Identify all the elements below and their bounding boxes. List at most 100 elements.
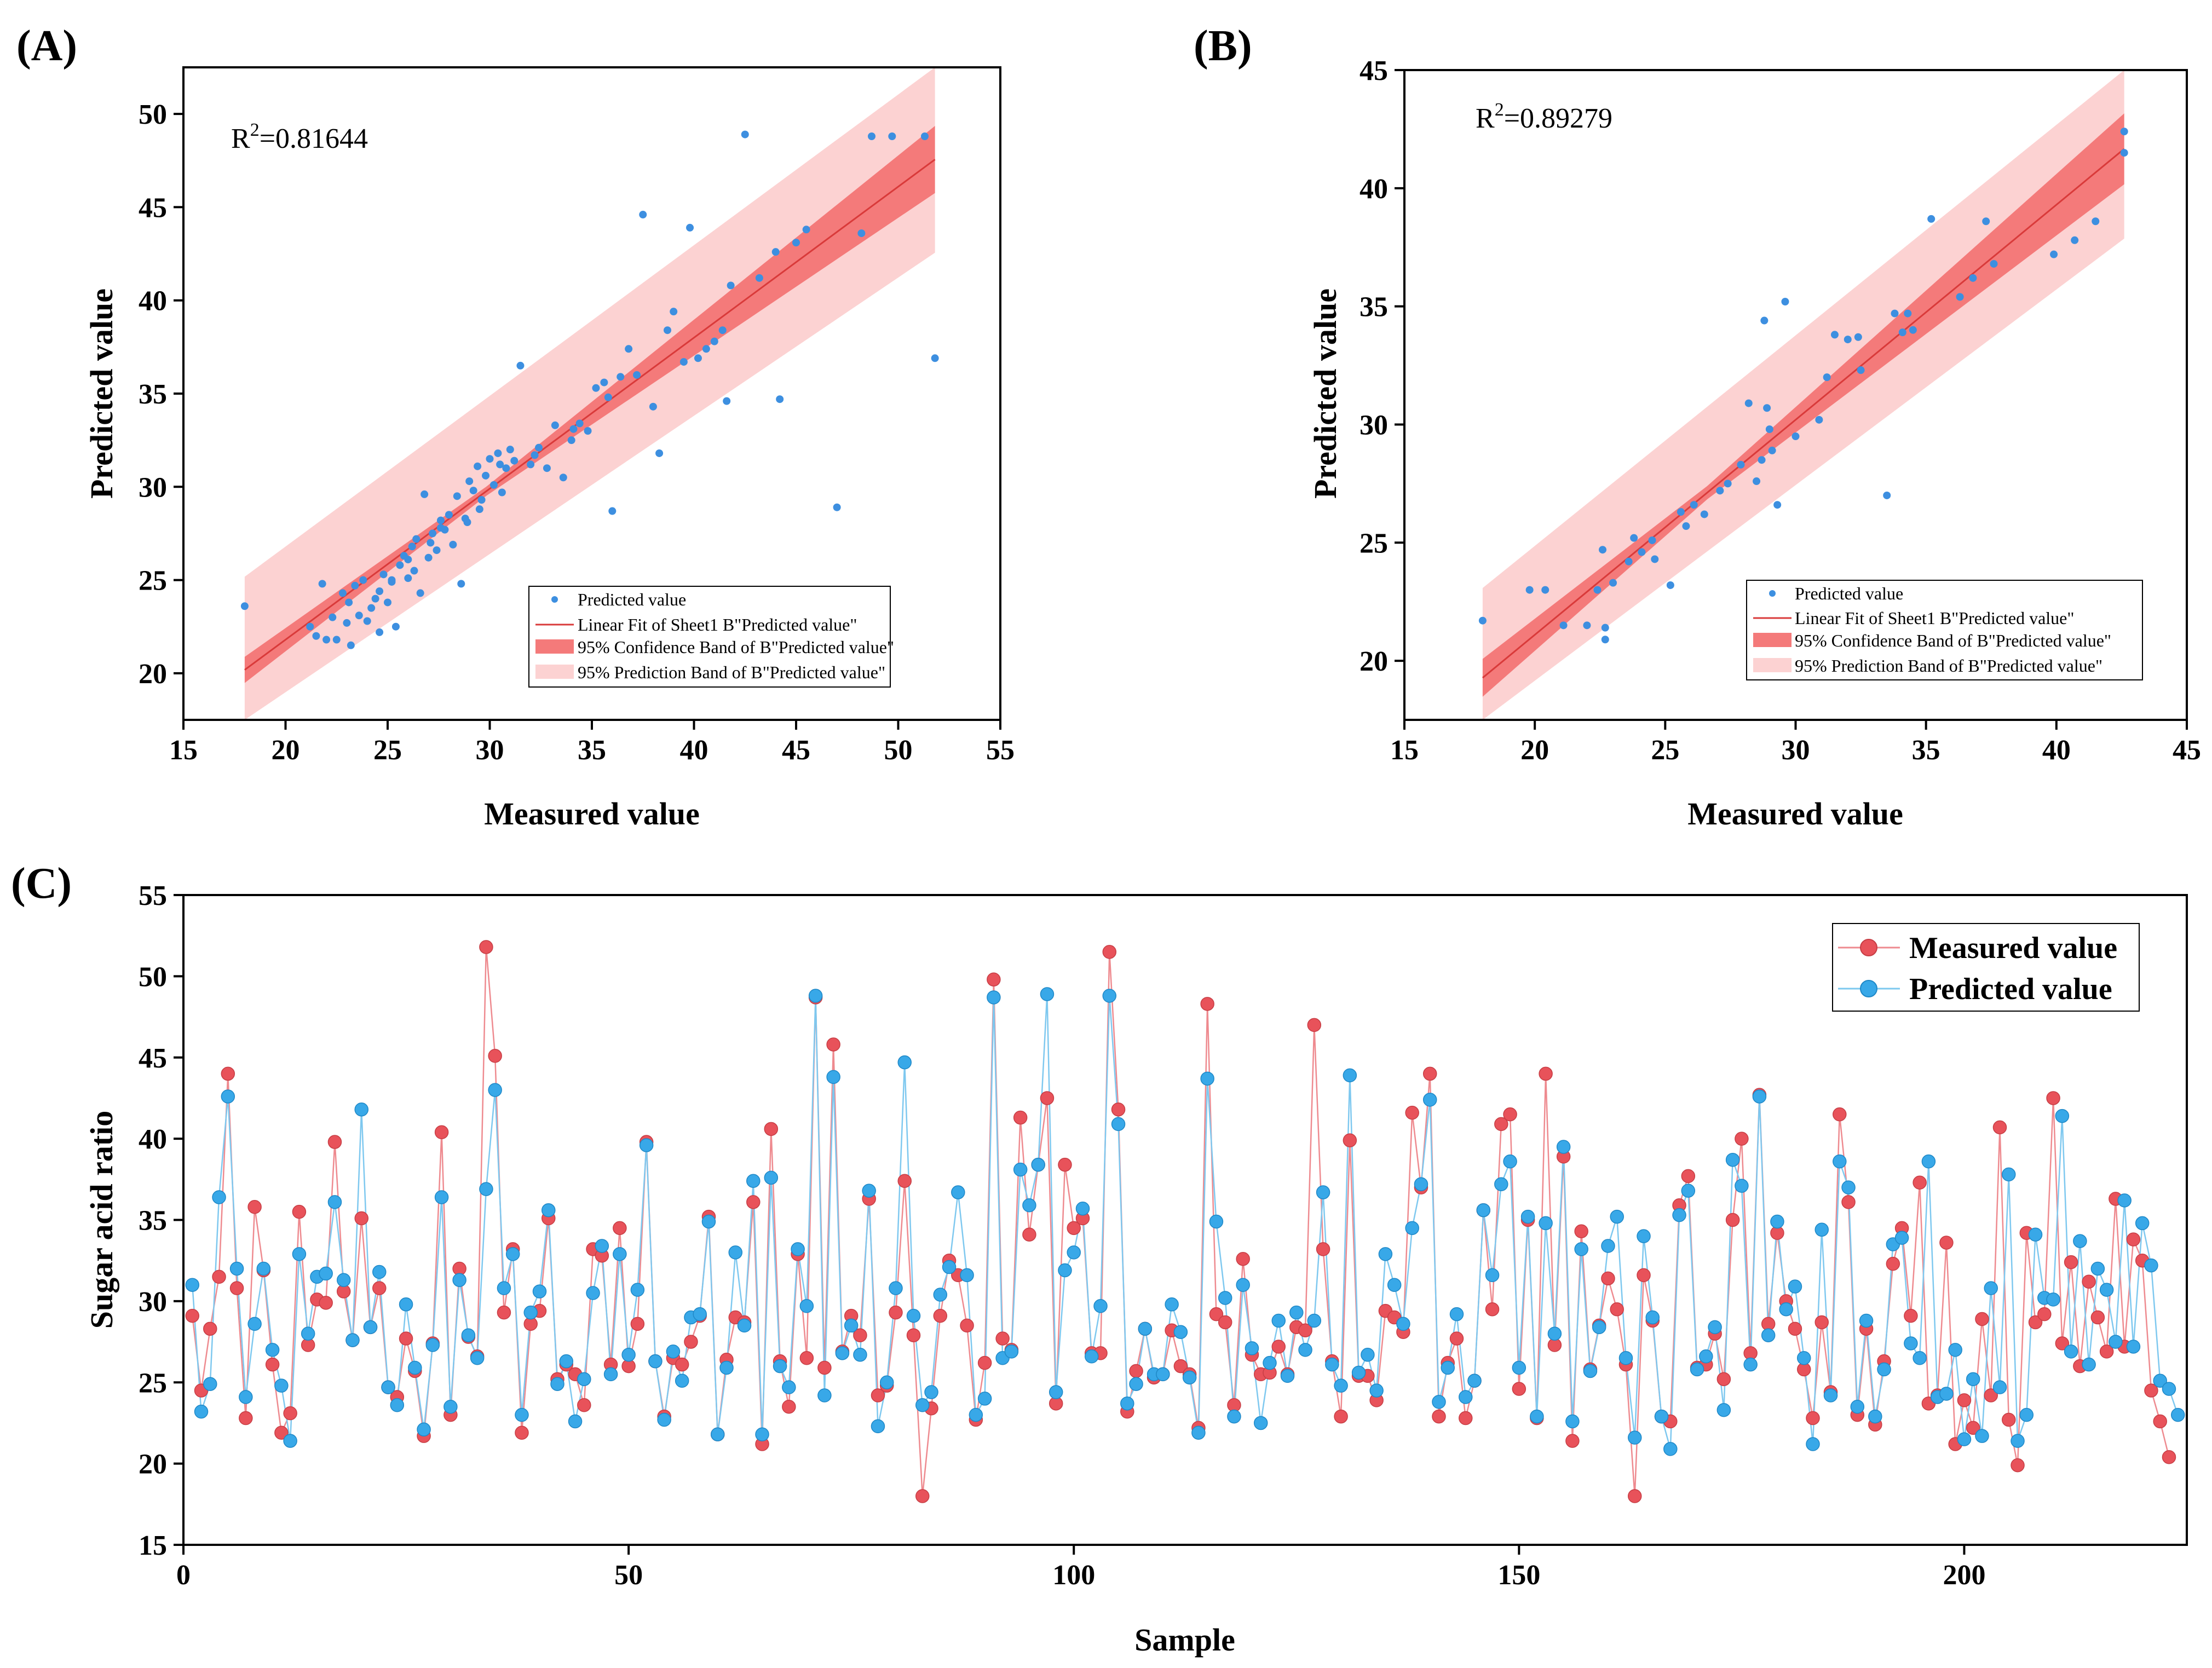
c-point-predicted (1957, 1432, 1972, 1446)
c-point-predicted (497, 1281, 511, 1295)
a-data-point (531, 451, 539, 459)
c-point-predicted (1770, 1214, 1784, 1229)
c-point-predicted (203, 1377, 217, 1391)
c-point-predicted (1245, 1341, 1259, 1355)
c-point-measured (1984, 1388, 1998, 1402)
b-data-point (1927, 215, 1936, 223)
c-point-predicted (1253, 1416, 1268, 1430)
c-point-predicted (942, 1260, 957, 1274)
a-data-point (463, 518, 471, 526)
b-data-point (2092, 217, 2100, 226)
c-point-measured (1494, 1117, 1508, 1132)
a-data-point (449, 540, 457, 549)
c-point-predicted (1075, 1201, 1090, 1216)
c-point-predicted (239, 1390, 253, 1404)
c-point-predicted (1049, 1385, 1063, 1399)
c-point-predicted (1814, 1222, 1829, 1237)
a-data-point (575, 419, 584, 428)
c-point-measured (995, 1331, 1010, 1346)
c-point-predicted (817, 1388, 832, 1402)
b-data-point (1909, 326, 1917, 334)
c-point-predicted (2090, 1261, 2105, 1276)
a-data-point (433, 546, 441, 555)
a-data-point (363, 617, 371, 625)
c-point-predicted (1904, 1336, 1918, 1350)
c-point-measured (1485, 1302, 1500, 1317)
a-x-tick-label: 20 (272, 735, 300, 766)
c-point-predicted (1610, 1209, 1624, 1224)
c-point-predicted (1396, 1317, 1410, 1331)
c-point-predicted (2170, 1407, 2185, 1422)
a-data-point (694, 354, 702, 362)
b-data-point (1559, 621, 1568, 630)
a-data-point (868, 132, 876, 141)
a-legend-label-fit: Linear Fit of Sheet1 B"Predicted value" (578, 615, 857, 634)
c-point-predicted (265, 1343, 280, 1357)
c-point-predicted (1735, 1179, 1749, 1193)
a-x-tick-label: 30 (476, 735, 504, 766)
b-data-point (1638, 548, 1646, 556)
c-point-predicted (2046, 1292, 2060, 1307)
c-point-predicted (417, 1422, 431, 1437)
a-data-point (494, 449, 502, 457)
a-data-point (655, 449, 664, 457)
panel-b: (B) 15 20 25 30 35 40 45 20 25 30 35 40 45 R2=0.8927… (1194, 22, 2201, 832)
c-legend-marker-predicted (1860, 980, 1877, 997)
b-x-tick-label: 30 (1782, 735, 1810, 766)
a-data-point (551, 421, 559, 429)
c-point-predicted (1209, 1214, 1224, 1229)
b-data-point (1815, 415, 1823, 424)
b-data-point (1857, 366, 1865, 374)
c-point-predicted (1218, 1291, 1232, 1305)
c-point-predicted (1547, 1326, 1562, 1341)
c-point-predicted (2055, 1109, 2070, 1123)
c-point-predicted (1200, 1071, 1214, 1086)
c-x-tick-label: 200 (1943, 1560, 1985, 1591)
c-legend-box (1832, 923, 2140, 1012)
a-data-point (445, 511, 453, 519)
c-point-predicted (879, 1375, 894, 1389)
c-point-predicted (1877, 1362, 1891, 1377)
a-data-point (888, 132, 896, 141)
c-point-predicted (2126, 1340, 2141, 1354)
c-point-predicted (871, 1419, 885, 1434)
c-point-predicted (586, 1286, 600, 1300)
c-y-tick-label: 45 (139, 1043, 167, 1074)
c-point-predicted (1921, 1154, 1936, 1169)
c-point-predicted (2099, 1283, 2114, 1297)
b-x-tick-label: 35 (1912, 735, 1940, 766)
c-point-measured (960, 1318, 974, 1333)
c-point-measured (2090, 1310, 2105, 1325)
c-point-predicted (1120, 1396, 1134, 1411)
c-point-measured (1218, 1315, 1232, 1330)
c-point-predicted (1067, 1245, 1081, 1260)
a-data-point (584, 427, 592, 435)
c-point-predicted (2144, 1258, 2158, 1273)
a-bands (244, 67, 936, 720)
c-point-predicted (301, 1326, 315, 1341)
c-legend-marker-measured (1860, 939, 1877, 956)
c-point-predicted (1405, 1221, 1419, 1236)
c-point-measured (987, 972, 1001, 987)
c-point-predicted (862, 1184, 876, 1198)
c-point-predicted (443, 1400, 458, 1414)
c-point-predicted (381, 1380, 395, 1394)
c-point-measured (889, 1305, 903, 1320)
a-data-point (391, 622, 400, 631)
c-point-measured (2011, 1458, 2025, 1473)
b-y-tick-label: 35 (1360, 292, 1388, 323)
a-y-axis-title: Predicted value (84, 288, 119, 499)
a-data-point (567, 436, 575, 445)
c-point-predicted (1716, 1402, 1731, 1417)
a-data-point (723, 397, 731, 405)
c-point-predicted (2002, 1167, 2016, 1182)
c-point-predicted (2162, 1382, 2176, 1396)
c-point-measured (1200, 997, 1214, 1011)
c-point-predicted (1289, 1305, 1304, 1320)
b-data-point (1768, 446, 1776, 454)
a-legend-marker-points (551, 596, 558, 603)
c-point-predicted (1093, 1299, 1108, 1313)
b-x-tick-label: 20 (1520, 735, 1549, 766)
a-x-tick-label: 35 (578, 735, 606, 766)
c-point-predicted (799, 1299, 814, 1313)
